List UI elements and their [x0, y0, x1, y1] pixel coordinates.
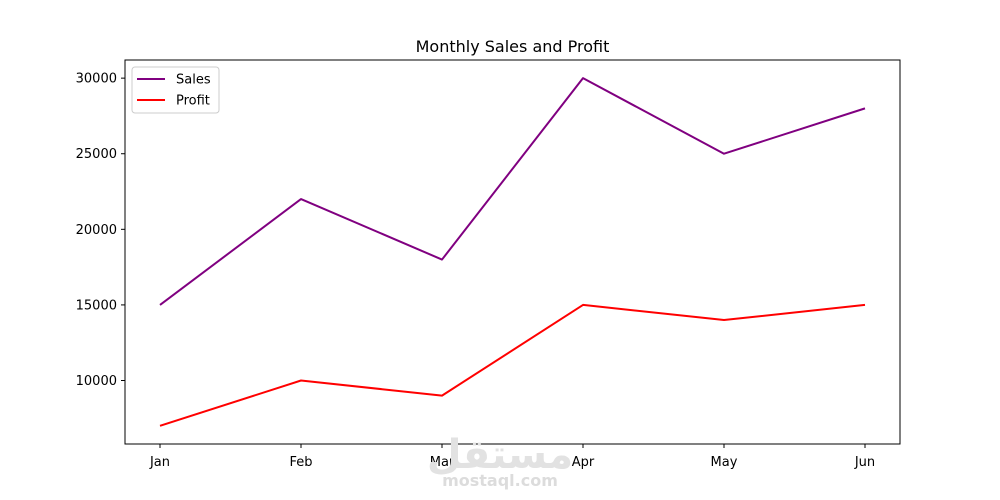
x-tick-label: May	[711, 455, 738, 470]
x-tick-label: Mar	[430, 455, 455, 470]
x-tick-label: Feb	[289, 455, 312, 470]
chart-title: Monthly Sales and Profit	[416, 37, 610, 56]
y-tick-label: 10000	[76, 374, 117, 389]
x-tick-label: Jan	[149, 455, 170, 470]
legend: Sales Profit	[131, 66, 220, 114]
y-axis: 10000 15000 20000 25000 30000	[76, 72, 125, 389]
y-tick-label: 25000	[76, 147, 117, 162]
y-tick-label: 30000	[76, 72, 117, 87]
watermark-url: mostaql.com	[442, 471, 558, 490]
x-axis: Jan Feb Mar Apr May Jun	[149, 444, 875, 470]
legend-label-profit: Profit	[176, 94, 210, 109]
watermark: مستقل mostaql.com	[427, 432, 573, 490]
watermark-logo-text: مستقل	[427, 432, 573, 478]
y-tick-label: 20000	[76, 223, 117, 238]
x-tick-label: Jun	[854, 455, 875, 470]
y-tick-label: 15000	[76, 298, 117, 313]
series-line-sales	[159, 77, 866, 306]
plot-area-frame	[124, 59, 901, 445]
x-tick-label: Apr	[572, 455, 595, 470]
legend-label-sales: Sales	[176, 73, 211, 88]
series-line-profit	[159, 303, 866, 427]
series-layer	[159, 77, 866, 427]
